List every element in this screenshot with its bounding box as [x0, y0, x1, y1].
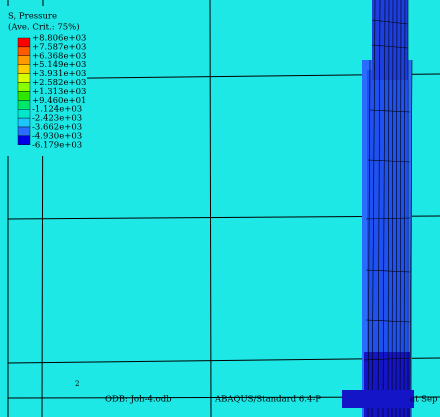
legend-swatch [18, 65, 30, 74]
legend-swatch [18, 83, 30, 92]
legend-swatch [18, 118, 30, 127]
pressure-band [362, 0, 412, 417]
page: {"legend": {"title": "S, Pressure", "sub… [0, 0, 440, 417]
solver-version: ABAQUS/Standard 6.4-P [214, 395, 321, 405]
legend-swatch [18, 74, 30, 83]
legend-label: -6.179e+03 [32, 140, 82, 150]
legend-swatch [18, 91, 30, 100]
legend-swatch [18, 127, 30, 136]
occluder [342, 390, 414, 408]
viewport: S, Pressure (Ave. Crit.: 75%) +8.806e+03… [0, 0, 440, 417]
odb-name: ODB: Joh-4.odb [105, 395, 172, 405]
legend-swatch [18, 47, 30, 56]
legend-swatch [18, 109, 30, 118]
legend-swatch [18, 100, 30, 109]
legend-title: S, Pressure [8, 12, 57, 22]
legend-subtitle: (Ave. Crit.: 75%) [8, 22, 80, 33]
legend-swatch [18, 136, 30, 145]
legend: +8.806e+03+7.587e+03+6.368e+03+5.149e+03… [18, 34, 86, 151]
axis-label: 2 [75, 380, 79, 388]
date: at Sep [410, 395, 438, 405]
legend-swatch [18, 38, 30, 47]
legend-swatch [18, 56, 30, 65]
